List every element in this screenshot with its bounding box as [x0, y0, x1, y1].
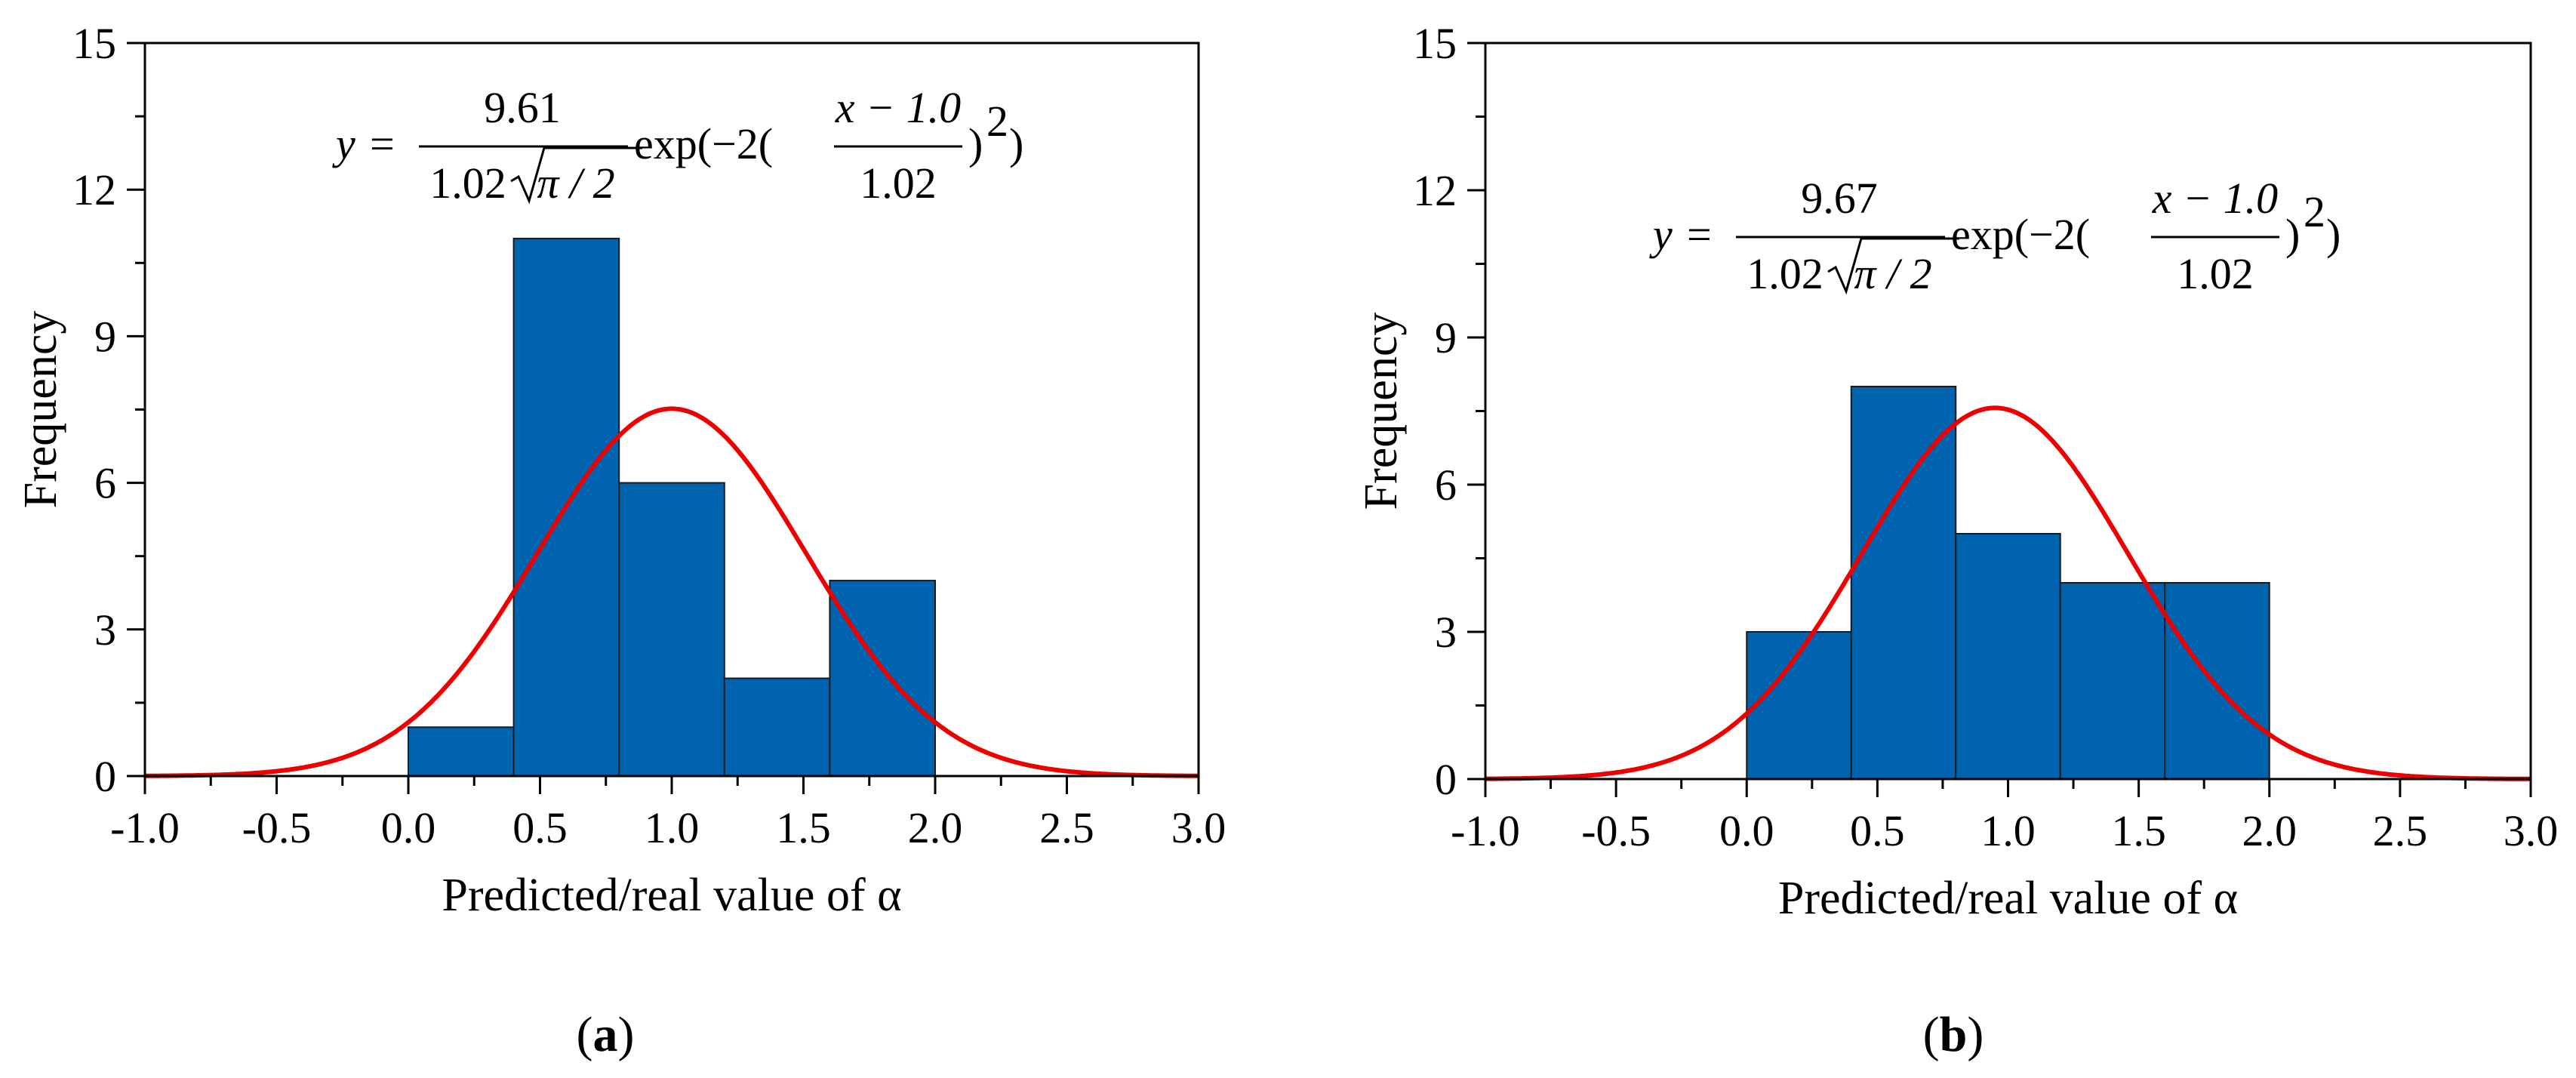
y-tick-label: 6 — [1435, 460, 1457, 510]
fit-equation: y = 9.61 1.02 π / 2 exp(−2( x − 1.0 1.02) 2) — [332, 83, 1023, 208]
y-tick-label: 15 — [1413, 19, 1457, 68]
eq-denominator-coef: 1.02 — [1747, 249, 1824, 298]
eq-lhs: y — [1649, 210, 1673, 259]
x-tick-label: 2.5 — [1039, 803, 1094, 852]
y-tick-label: 12 — [72, 165, 116, 214]
x-axis-title: Predicted/real value of α — [442, 870, 901, 921]
panel-label-b: (b) — [1923, 1007, 1984, 1062]
panel-label-letter: a — [593, 1007, 618, 1062]
x-tick-label: 2.5 — [2373, 806, 2428, 855]
y-tick-label: 9 — [94, 312, 116, 361]
y-tick-label: 0 — [1435, 755, 1457, 804]
histogram-bar — [2164, 582, 2270, 780]
eq-inner-denominator: 1.02 — [2177, 249, 2254, 298]
y-axis-title: Frequency — [1356, 313, 1407, 510]
fit-curve — [1485, 405, 2531, 781]
x-tick-label: 3.0 — [1171, 803, 1226, 852]
eq-close-paren: ) — [968, 119, 983, 168]
x-tick-label: 1.0 — [1980, 806, 2036, 855]
fit-curve — [145, 406, 1199, 778]
eq-numerator: 9.67 — [1801, 174, 1878, 223]
histogram-bar — [618, 482, 725, 777]
eq-exp: exp(−2( — [1951, 210, 2090, 259]
eq-lhs: y — [332, 119, 355, 168]
x-tick-label: 0.5 — [512, 803, 568, 852]
x-tick-label: 0.0 — [381, 803, 436, 852]
x-tick-label: 1.5 — [2111, 806, 2166, 855]
panel-label-open: ( — [577, 1007, 593, 1062]
eq-sqrt-sign — [1827, 237, 1959, 295]
histogram-bar — [2059, 582, 2166, 780]
histogram-bar — [829, 580, 937, 777]
eq-power: 2 — [986, 97, 1008, 146]
y-tick-label: 12 — [1413, 166, 1457, 215]
x-tick-label: -1.0 — [1451, 806, 1520, 855]
eq-exp: exp(−2( — [634, 119, 773, 168]
y-tick-label: 0 — [94, 752, 116, 801]
y-tick-label: 3 — [1435, 608, 1457, 657]
eq-sqrt-arg: π / 2 — [1854, 249, 1931, 298]
chart-panel-a: -1.0 -0.5 0.0 0.5 1.0 1.5 2.0 2.5 3.0 0 3 6 9 12 15 Pre… — [15, 19, 1226, 921]
x-tick-label: -0.5 — [242, 803, 312, 852]
eq-inner-numerator: x − 1.0 — [835, 83, 961, 132]
panel-label-letter: b — [1940, 1007, 1968, 1062]
y-tick-label: 3 — [94, 605, 116, 654]
eq-tail-paren: ) — [1009, 119, 1023, 168]
x-tick-label: 0.5 — [1850, 806, 1905, 855]
y-tick-label: 9 — [1435, 313, 1457, 362]
x-tick-label: 3.0 — [2504, 806, 2559, 855]
panel-label-a: (a) — [577, 1007, 635, 1062]
eq-inner-denominator: 1.02 — [860, 159, 937, 208]
eq-numerator: 9.61 — [484, 83, 561, 132]
chart-panel-b: -1.0 -0.5 0.0 0.5 1.0 1.5 2.0 2.5 3.0 0 3 6 9 12 15 Pre… — [1356, 19, 2558, 924]
eq-equals: = — [1687, 210, 1712, 259]
x-tick-label: 0.0 — [1719, 806, 1774, 855]
eq-sqrt-sign — [510, 146, 642, 205]
x-axis-title: Predicted/real value of α — [1778, 873, 2238, 924]
eq-sqrt-arg: π / 2 — [537, 159, 614, 208]
histogram-bar — [408, 726, 515, 777]
eq-power: 2 — [2304, 187, 2325, 236]
x-tick-label: -1.0 — [110, 803, 180, 852]
eq-denominator-coef: 1.02 — [429, 159, 506, 208]
histogram-bar — [1850, 386, 1957, 780]
y-axis-title: Frequency — [15, 311, 66, 509]
x-tick-label: 2.0 — [908, 803, 963, 852]
histogram-bar — [723, 677, 831, 777]
x-tick-label: 1.0 — [645, 803, 700, 852]
histogram-bar — [1955, 533, 2061, 780]
y-tick-label: 15 — [72, 19, 116, 68]
x-tick-label: 1.5 — [776, 803, 831, 852]
x-tick-label: -0.5 — [1581, 806, 1651, 855]
panel-label-open: ( — [1923, 1007, 1940, 1062]
eq-close-paren: ) — [2285, 210, 2300, 259]
x-tick-label: 2.0 — [2242, 806, 2297, 855]
y-tick-label: 6 — [94, 459, 116, 508]
eq-equals: = — [370, 119, 395, 168]
panel-label-close: ) — [1967, 1007, 1984, 1062]
eq-inner-numerator: x − 1.0 — [2152, 174, 2278, 223]
fit-equation: y = 9.67 1.02 π / 2 exp(−2( x − 1.0 1.02) 2) — [1649, 174, 2341, 298]
panel-label-close: ) — [618, 1007, 635, 1062]
eq-tail-paren: ) — [2326, 210, 2341, 259]
